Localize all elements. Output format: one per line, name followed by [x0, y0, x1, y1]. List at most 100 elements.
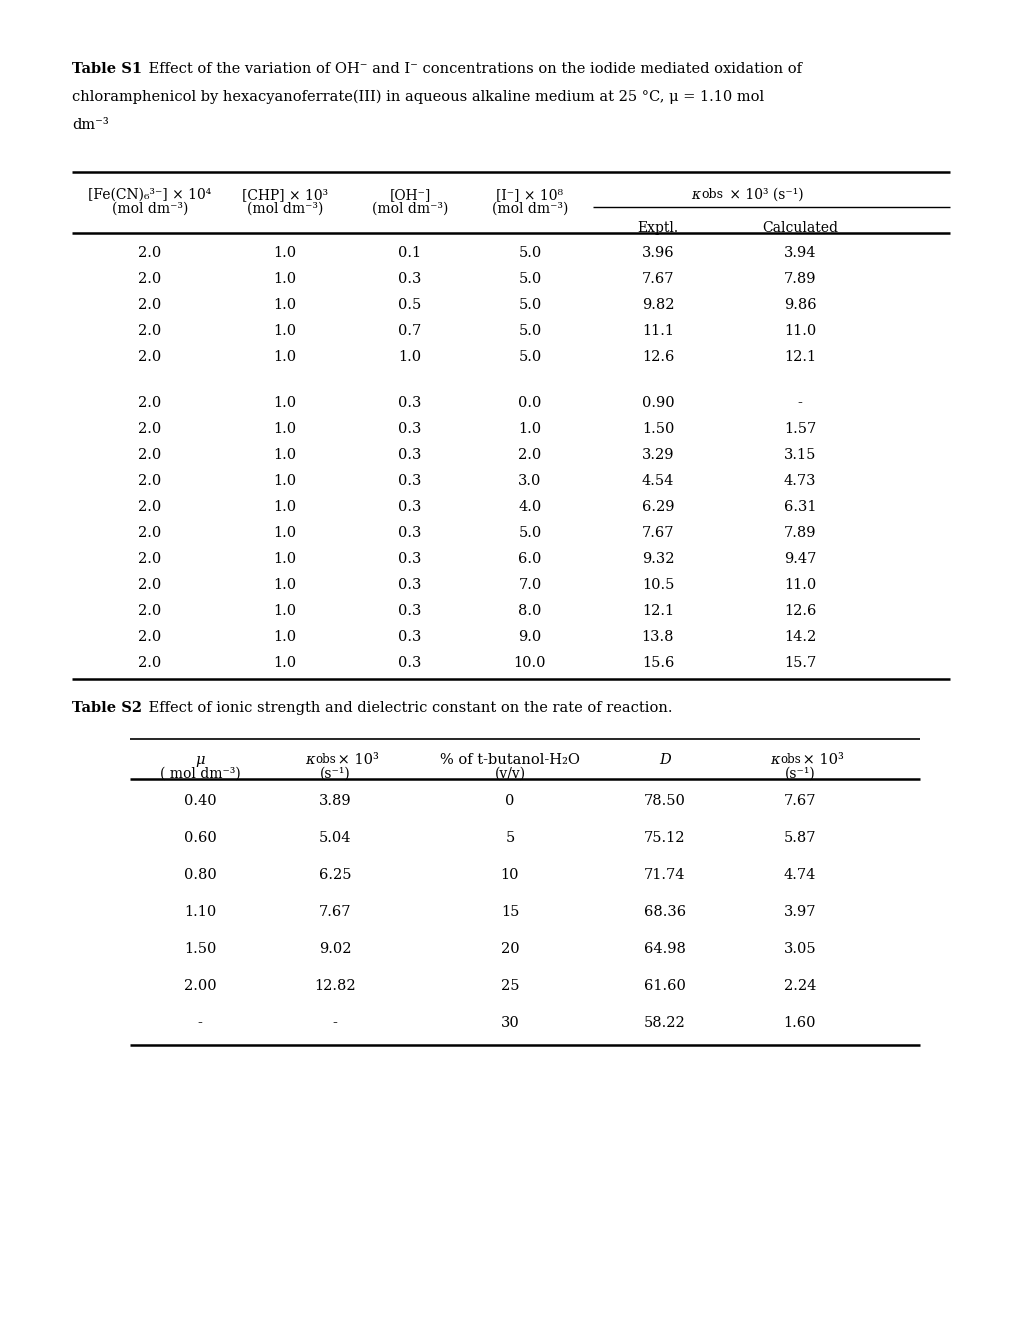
- Text: μ: μ: [195, 752, 205, 767]
- Text: 2.0: 2.0: [518, 447, 541, 462]
- Text: 6.0: 6.0: [518, 552, 541, 566]
- Text: 1.0: 1.0: [273, 552, 297, 566]
- Text: Table S1: Table S1: [72, 62, 142, 77]
- Text: 14.2: 14.2: [784, 630, 815, 644]
- Text: 1.10: 1.10: [183, 906, 216, 919]
- Text: 3.96: 3.96: [641, 246, 674, 260]
- Text: 2.0: 2.0: [139, 500, 161, 513]
- Text: 10: 10: [500, 869, 519, 882]
- Text: 2.0: 2.0: [139, 578, 161, 591]
- Text: 0.80: 0.80: [183, 869, 216, 882]
- Text: Calculated: Calculated: [761, 220, 838, 235]
- Text: [I⁻] × 10⁸: [I⁻] × 10⁸: [496, 187, 562, 202]
- Text: 75.12: 75.12: [644, 832, 685, 845]
- Text: 9.32: 9.32: [641, 552, 674, 566]
- Text: 1.0: 1.0: [273, 447, 297, 462]
- Text: 1.0: 1.0: [398, 350, 421, 364]
- Text: 1.0: 1.0: [273, 500, 297, 513]
- Text: 4.54: 4.54: [641, 474, 674, 488]
- Text: 2.0: 2.0: [139, 525, 161, 540]
- Text: 30: 30: [500, 1016, 519, 1030]
- Text: × 10³: × 10³: [797, 752, 843, 767]
- Text: 6.31: 6.31: [783, 500, 815, 513]
- Text: 2.0: 2.0: [139, 474, 161, 488]
- Text: 2.0: 2.0: [139, 396, 161, 411]
- Text: κ: κ: [690, 187, 699, 202]
- Text: 68.36: 68.36: [643, 906, 686, 919]
- Text: × 10³ (s⁻¹): × 10³ (s⁻¹): [725, 187, 803, 202]
- Text: 78.50: 78.50: [643, 795, 685, 808]
- Text: 0.3: 0.3: [398, 500, 421, 513]
- Text: 1.0: 1.0: [273, 422, 297, 436]
- Text: 15: 15: [500, 906, 519, 919]
- Text: (mol dm⁻³): (mol dm⁻³): [372, 202, 447, 216]
- Text: 3.15: 3.15: [783, 447, 815, 462]
- Text: κ: κ: [769, 752, 779, 767]
- Text: 7.67: 7.67: [318, 906, 351, 919]
- Text: 3.05: 3.05: [783, 942, 815, 956]
- Text: Effect of ionic strength and dielectric constant on the rate of reaction.: Effect of ionic strength and dielectric …: [144, 701, 672, 715]
- Text: 5.0: 5.0: [518, 323, 541, 338]
- Text: 9.47: 9.47: [783, 552, 815, 566]
- Text: % of t-butanol-H₂O: % of t-butanol-H₂O: [439, 752, 580, 767]
- Text: 5.0: 5.0: [518, 246, 541, 260]
- Text: 2.0: 2.0: [139, 630, 161, 644]
- Text: 6.29: 6.29: [641, 500, 674, 513]
- Text: 7.89: 7.89: [783, 525, 815, 540]
- Text: 0.3: 0.3: [398, 396, 421, 411]
- Text: Effect of the variation of OH⁻ and I⁻ concentrations on the iodide mediated oxid: Effect of the variation of OH⁻ and I⁻ co…: [144, 62, 801, 77]
- Text: 10.0: 10.0: [514, 656, 546, 671]
- Text: obs: obs: [700, 187, 722, 201]
- Text: 11.0: 11.0: [784, 323, 815, 338]
- Text: 71.74: 71.74: [644, 869, 685, 882]
- Text: 1.0: 1.0: [273, 525, 297, 540]
- Text: (s⁻¹): (s⁻¹): [784, 767, 814, 781]
- Text: 12.82: 12.82: [314, 979, 356, 993]
- Text: 3.0: 3.0: [518, 474, 541, 488]
- Text: D: D: [658, 752, 671, 767]
- Text: 2.0: 2.0: [139, 323, 161, 338]
- Text: 9.02: 9.02: [318, 942, 351, 956]
- Text: [CHP] × 10³: [CHP] × 10³: [242, 187, 328, 202]
- Text: 25: 25: [500, 979, 519, 993]
- Text: (mol dm⁻³): (mol dm⁻³): [247, 202, 323, 216]
- Text: 2.0: 2.0: [139, 605, 161, 618]
- Text: 10.5: 10.5: [641, 578, 674, 591]
- Text: 2.0: 2.0: [139, 552, 161, 566]
- Text: Exptl.: Exptl.: [637, 220, 678, 235]
- Text: 1.0: 1.0: [273, 298, 297, 312]
- Text: 7.67: 7.67: [783, 795, 815, 808]
- Text: 0.3: 0.3: [398, 630, 421, 644]
- Text: 7.67: 7.67: [641, 272, 674, 286]
- Text: 1.0: 1.0: [273, 323, 297, 338]
- Text: 2.0: 2.0: [139, 447, 161, 462]
- Text: 15.7: 15.7: [784, 656, 815, 671]
- Text: 12.1: 12.1: [641, 605, 674, 618]
- Text: (v/v): (v/v): [494, 767, 525, 781]
- Text: 1.0: 1.0: [273, 630, 297, 644]
- Text: 5.0: 5.0: [518, 272, 541, 286]
- Text: 1.0: 1.0: [273, 578, 297, 591]
- Text: (mol dm⁻³): (mol dm⁻³): [491, 202, 568, 216]
- Text: 0.3: 0.3: [398, 447, 421, 462]
- Text: 11.0: 11.0: [784, 578, 815, 591]
- Text: 1.0: 1.0: [273, 396, 297, 411]
- Text: 2.0: 2.0: [139, 272, 161, 286]
- Text: 2.24: 2.24: [783, 979, 815, 993]
- Text: 3.29: 3.29: [641, 447, 674, 462]
- Text: (mol dm⁻³): (mol dm⁻³): [112, 202, 187, 216]
- Text: 0.3: 0.3: [398, 474, 421, 488]
- Text: 0.3: 0.3: [398, 552, 421, 566]
- Text: 1.60: 1.60: [783, 1016, 815, 1030]
- Text: 12.6: 12.6: [783, 605, 815, 618]
- Text: 9.0: 9.0: [518, 630, 541, 644]
- Text: 2.00: 2.00: [183, 979, 216, 993]
- Text: -: -: [797, 396, 802, 411]
- Text: [OH⁻]: [OH⁻]: [389, 187, 430, 202]
- Text: 2.0: 2.0: [139, 656, 161, 671]
- Text: 1.50: 1.50: [641, 422, 674, 436]
- Text: 0.60: 0.60: [183, 832, 216, 845]
- Text: 3.94: 3.94: [783, 246, 815, 260]
- Text: 1.0: 1.0: [518, 422, 541, 436]
- Text: -: -: [332, 1016, 337, 1030]
